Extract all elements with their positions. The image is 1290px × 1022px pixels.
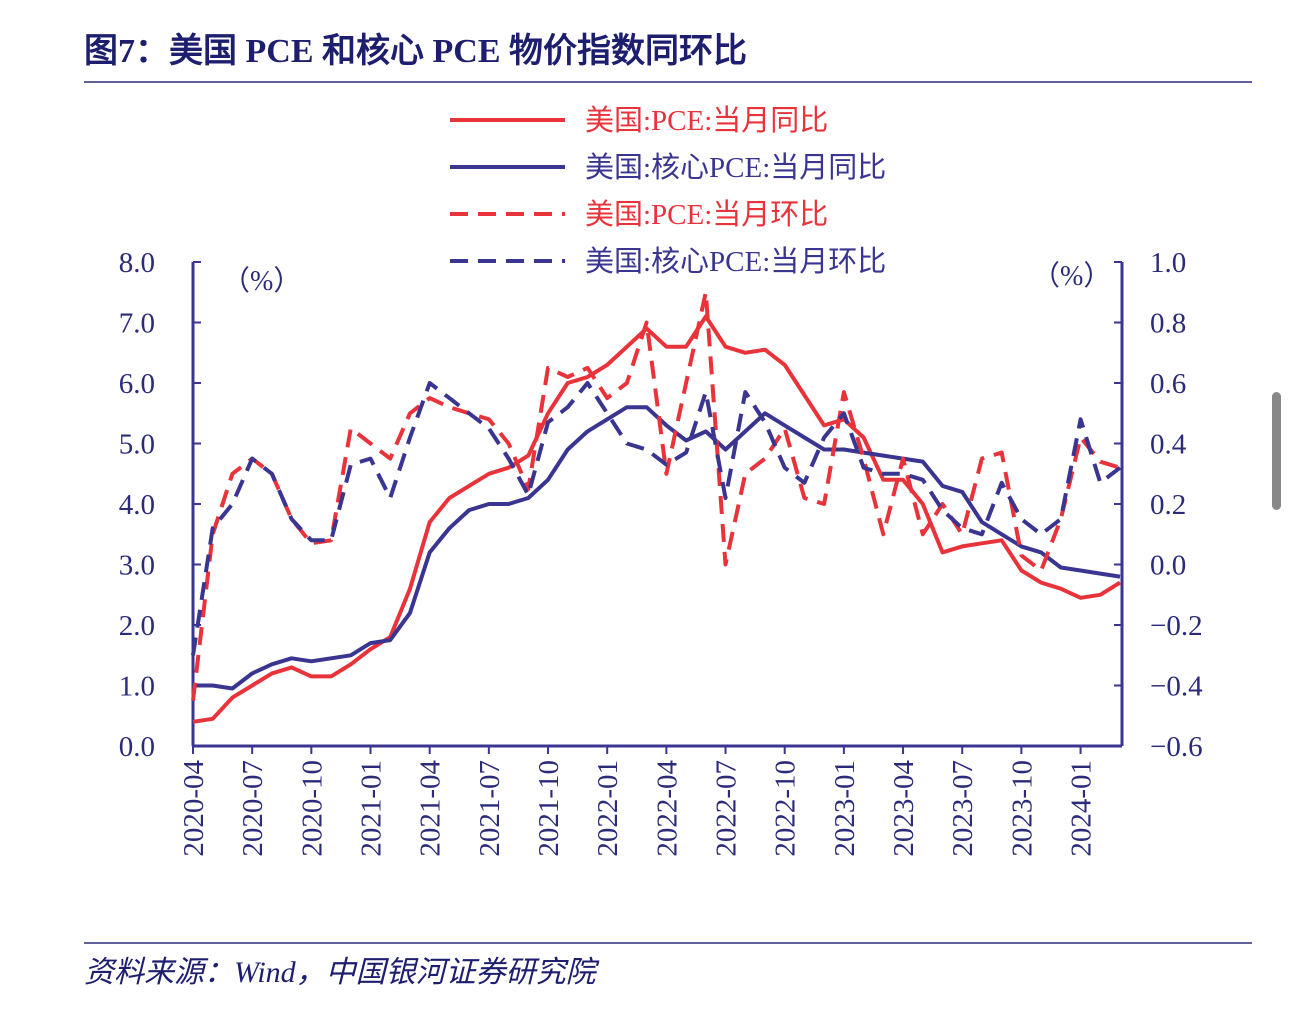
x-tick-label: 2021-01: [356, 760, 388, 857]
y-tick-label: 2.0: [119, 610, 155, 642]
scrollbar[interactable]: [1272, 392, 1281, 510]
y-axis-label: （%）: [222, 265, 301, 297]
series-line: [192, 314, 1122, 724]
chart-title: 图7：美国 PCE 和核心 PCE 物价指数同环比: [84, 32, 747, 70]
legend-label: 美国:核心PCE:当月同比: [585, 151, 886, 184]
series-line: [193, 405, 1121, 691]
y2-tick-label: 1.0: [1150, 247, 1186, 279]
series-line: [191, 381, 1122, 656]
y-tick-label: 3.0: [119, 550, 155, 582]
x-tick-label: 2022-10: [770, 760, 802, 857]
y2-tick-label: −0.4: [1150, 671, 1203, 703]
y-tick-label: 5.0: [119, 429, 155, 461]
x-tick-label: 2024-01: [1066, 760, 1098, 857]
y-tick-label: 1.0: [119, 671, 155, 703]
legend-label: 美国:PCE:当月环比: [585, 198, 828, 231]
y-tick-label: 4.0: [119, 489, 155, 521]
x-tick-label: 2022-01: [592, 760, 624, 857]
y-tick-label: 7.0: [119, 308, 155, 340]
y-tick-label: 8.0: [119, 247, 155, 279]
x-tick-label: 2021-04: [415, 760, 447, 857]
y2-tick-label: 0.2: [1150, 489, 1186, 521]
x-tick-label: 2022-07: [711, 760, 743, 857]
x-tick-label: 2020-07: [237, 760, 269, 857]
x-tick-label: 2021-07: [474, 760, 506, 857]
x-tick-label: 2023-07: [947, 760, 979, 857]
y2-axis-label: （%）: [1032, 260, 1111, 292]
y2-tick-label: 0.6: [1150, 368, 1186, 400]
source: 资料来源：Wind，中国银河证券研究院: [84, 956, 600, 989]
x-tick-label: 2021-10: [533, 760, 565, 857]
y-tick-label: 0.0: [119, 731, 155, 763]
series-line: [191, 290, 1121, 701]
legend-label: 美国:PCE:当月同比: [585, 104, 828, 137]
x-tick-label: 2020-04: [178, 760, 210, 857]
y2-tick-label: −0.6: [1150, 731, 1203, 763]
y2-tick-label: −0.2: [1150, 610, 1203, 642]
x-tick-label: 2023-10: [1006, 760, 1038, 857]
x-tick-label: 2023-01: [829, 760, 861, 857]
legend-label: 美国:核心PCE:当月环比: [585, 245, 886, 278]
y2-tick-label: 0.4: [1150, 429, 1187, 461]
x-tick-label: 2022-04: [651, 760, 683, 857]
y2-tick-label: 0.8: [1150, 308, 1186, 340]
y2-tick-label: 0.0: [1150, 550, 1186, 582]
x-tick-label: 2020-10: [296, 760, 328, 857]
y-tick-label: 6.0: [119, 368, 155, 400]
x-tick-label: 2023-04: [888, 760, 920, 857]
